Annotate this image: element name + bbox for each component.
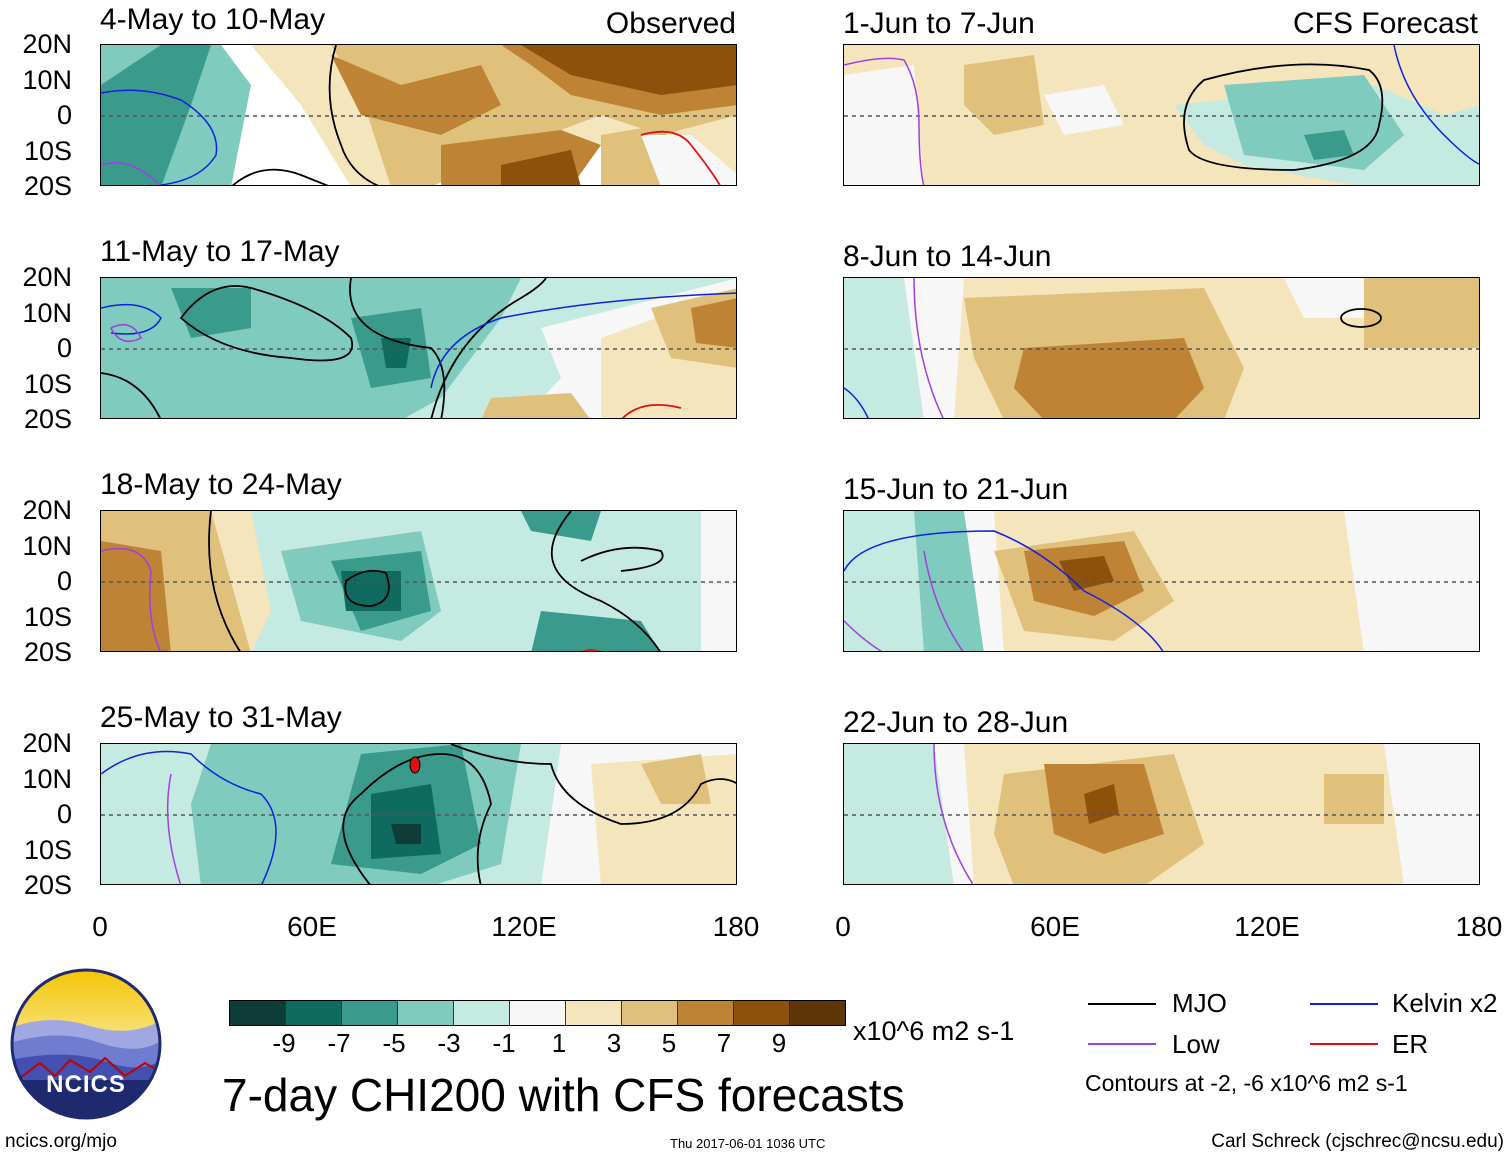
lon-label: 60E bbox=[1030, 911, 1080, 942]
panel-title-2: 1-Jun to 7-Jun bbox=[843, 7, 1035, 40]
ncics-logo: NCICS bbox=[10, 968, 162, 1120]
map-field bbox=[844, 45, 1479, 185]
colorbar-swatch bbox=[454, 1001, 510, 1025]
lon-label: 180 bbox=[712, 911, 760, 942]
map-panel-18may-24may bbox=[100, 510, 737, 652]
panel-title-5: 18-May to 24-May bbox=[100, 468, 342, 501]
colorbar-swatch bbox=[398, 1001, 454, 1025]
lat-label: 10N bbox=[22, 298, 72, 328]
logo-text: NCICS bbox=[46, 1071, 126, 1098]
map-field bbox=[101, 278, 736, 418]
map-panel-11may-17may bbox=[100, 277, 737, 419]
legend-line-mjo bbox=[1088, 1003, 1156, 1005]
colorbar-tick-label: -7 bbox=[327, 1028, 351, 1058]
colorbar-tick-label: 5 bbox=[661, 1028, 677, 1058]
colorbar-swatch bbox=[734, 1001, 790, 1025]
lat-label: 10N bbox=[22, 531, 72, 561]
lat-label: 20S bbox=[23, 404, 72, 434]
footer-url[interactable]: ncics.org/mjo bbox=[5, 1131, 117, 1152]
lat-label: 10N bbox=[22, 764, 72, 794]
colorbar-swatch bbox=[342, 1001, 398, 1025]
map-panel-15jun-21jun bbox=[843, 510, 1480, 652]
lat-label: 20S bbox=[23, 637, 72, 667]
map-panel-1jun-7jun bbox=[843, 44, 1480, 186]
map-panel-22jun-28jun bbox=[843, 743, 1480, 885]
lat-label: 20S bbox=[23, 870, 72, 900]
lat-label: 10N bbox=[22, 65, 72, 95]
panel-title-1: 4-May to 10-May bbox=[100, 3, 326, 36]
lon-label: 180 bbox=[1455, 911, 1503, 942]
map-field bbox=[101, 45, 736, 185]
lat-label: 20N bbox=[22, 728, 72, 758]
legend-line-kelvin bbox=[1310, 1003, 1378, 1005]
main-title: 7-day CHI200 with CFS forecasts bbox=[222, 1069, 905, 1121]
colorbar-swatch bbox=[622, 1001, 678, 1025]
colorbar-tick-label: 9 bbox=[771, 1028, 787, 1058]
lat-label: 0 bbox=[56, 566, 72, 596]
colorbar-swatch bbox=[790, 1001, 845, 1025]
lat-label: 10S bbox=[23, 369, 72, 399]
colorbar-swatch bbox=[230, 1001, 286, 1025]
map-panel-8jun-14jun bbox=[843, 277, 1480, 419]
legend-label-low: Low bbox=[1172, 1029, 1220, 1059]
colorbar-tick-label: -5 bbox=[382, 1028, 406, 1058]
panel-label-cfs-forecast: CFS Forecast bbox=[1292, 7, 1478, 40]
panel-title-3: 11-May to 17-May bbox=[100, 235, 340, 268]
lat-label: 10S bbox=[23, 136, 72, 166]
lat-label: 10S bbox=[23, 602, 72, 632]
lat-label: 20N bbox=[22, 262, 72, 292]
map-panel-4may-10may bbox=[100, 44, 737, 186]
colorbar-tick-label: 7 bbox=[716, 1028, 732, 1058]
colorbar-units: x10^6 m2 s-1 bbox=[853, 1016, 1015, 1046]
map-field bbox=[844, 744, 1479, 884]
colorbar-swatch bbox=[510, 1001, 566, 1025]
map-field bbox=[844, 511, 1479, 651]
panel-title-8: 22-Jun to 28-Jun bbox=[843, 706, 1069, 739]
colorbar bbox=[229, 1000, 846, 1026]
panel-label-observed: Observed bbox=[605, 7, 736, 40]
colorbar-tick-label: 1 bbox=[551, 1028, 567, 1058]
panel-title-6: 15-Jun to 21-Jun bbox=[843, 473, 1069, 506]
footer-credit: Carl Schreck (cjschrec@ncsu.edu) bbox=[1211, 1131, 1504, 1152]
panel-title-4: 8-Jun to 14-Jun bbox=[843, 240, 1052, 273]
colorbar-tick-label: -3 bbox=[437, 1028, 461, 1058]
lat-label: 20N bbox=[22, 495, 72, 525]
lon-label: 0 bbox=[835, 911, 851, 942]
legend-note: Contours at -2, -6 x10^6 m2 s-1 bbox=[1085, 1070, 1408, 1096]
footer-timestamp: Thu 2017-06-01 1036 UTC bbox=[670, 1136, 826, 1151]
legend-line-low bbox=[1088, 1043, 1156, 1045]
colorbar-swatch bbox=[566, 1001, 622, 1025]
map-field bbox=[101, 511, 736, 651]
colorbar-tick-label: -1 bbox=[492, 1028, 516, 1058]
map-field bbox=[844, 278, 1479, 418]
lat-label: 0 bbox=[56, 100, 72, 130]
colorbar-swatch bbox=[286, 1001, 342, 1025]
lon-label: 120E bbox=[1234, 911, 1300, 942]
lon-label: 120E bbox=[491, 911, 557, 942]
lat-label: 20N bbox=[22, 29, 72, 59]
lat-label: 0 bbox=[56, 799, 72, 829]
lat-label: 0 bbox=[56, 333, 72, 363]
colorbar-swatch bbox=[678, 1001, 734, 1025]
lon-label: 60E bbox=[287, 911, 337, 942]
lat-label: 10S bbox=[23, 835, 72, 865]
legend-label-mjo: MJO bbox=[1172, 988, 1227, 1018]
legend-line-er bbox=[1310, 1043, 1378, 1045]
lon-label: 0 bbox=[92, 911, 108, 942]
colorbar-tick-label: 3 bbox=[606, 1028, 622, 1058]
map-field bbox=[101, 744, 736, 884]
legend-label-er: ER bbox=[1392, 1029, 1429, 1059]
map-panel-25may-31may bbox=[100, 743, 737, 885]
colorbar-tick-label: -9 bbox=[272, 1028, 296, 1058]
lat-label: 20S bbox=[23, 171, 72, 201]
legend-label-kelvin: Kelvin x2 bbox=[1392, 988, 1498, 1018]
panel-title-7: 25-May to 31-May bbox=[100, 701, 342, 734]
